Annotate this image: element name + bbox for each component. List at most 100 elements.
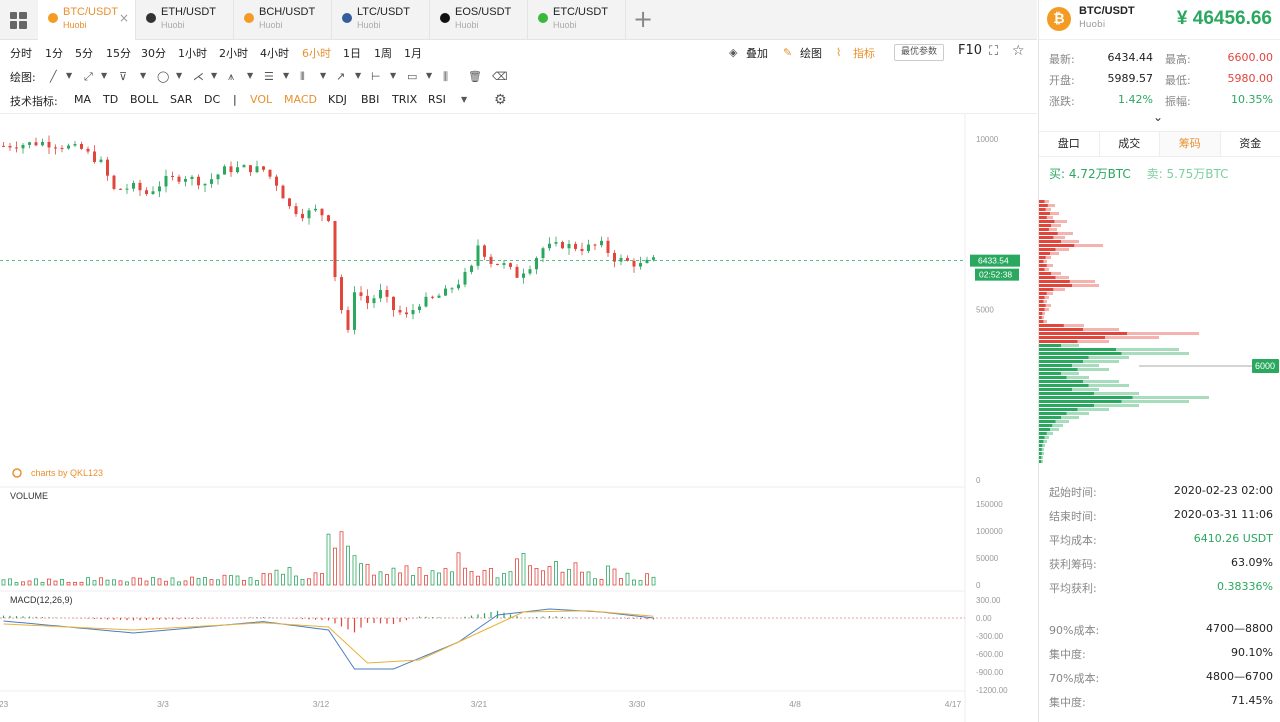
sub-indicator-option[interactable]: VOL: [250, 93, 273, 106]
measure-tool-icon[interactable]: ⊢: [371, 70, 381, 83]
interval-option[interactable]: 15分: [106, 47, 131, 60]
interval-option[interactable]: 1分: [45, 47, 63, 60]
right-tab[interactable]: 盘口: [1039, 132, 1100, 156]
volume-bar: [554, 561, 558, 586]
chevron-down-icon[interactable]: ⌄: [1153, 110, 1164, 124]
chevron-down-icon[interactable]: ▼: [140, 71, 147, 80]
f10-button[interactable]: F10: [958, 43, 983, 58]
candle: [158, 181, 161, 198]
sub-indicator-option[interactable]: MACD: [284, 93, 317, 106]
circle-tool-icon[interactable]: ◯: [157, 70, 170, 83]
main-indicator-option[interactable]: SAR: [170, 93, 193, 106]
volume-bar: [385, 574, 389, 586]
sub-indicator-option[interactable]: BBI: [361, 93, 380, 106]
volume-bar: [105, 579, 110, 586]
right-panel: ₿ BTC/USDT Huobi ¥ 46456.66 最新: 6434.44 最高…: [1038, 0, 1280, 722]
info-label: 70%成本:: [1049, 672, 1100, 685]
candle: [652, 254, 655, 262]
sub-indicator-option[interactable]: RSI: [428, 93, 446, 106]
add-tab-button[interactable]: +: [632, 5, 654, 33]
chevron-down-icon[interactable]: ▼: [426, 71, 433, 80]
line-tool-icon[interactable]: ╱: [50, 70, 57, 83]
draw-button[interactable]: 绘图: [800, 47, 822, 60]
channel-tool-icon[interactable]: ⊽: [119, 70, 128, 83]
volume-bar: [430, 570, 435, 586]
chevron-down-icon[interactable]: ▼: [101, 71, 108, 80]
main-indicator-option[interactable]: BOLL: [130, 93, 159, 106]
interval-option[interactable]: 1月: [404, 47, 422, 60]
stat-value: 10.35%: [1231, 93, 1273, 106]
main-indicator-option[interactable]: DC: [204, 93, 221, 106]
arrow-tool-icon[interactable]: ↗: [336, 70, 346, 83]
overlay-button[interactable]: 叠加: [746, 47, 768, 60]
close-icon[interactable]: ×: [118, 11, 129, 25]
eraser-icon[interactable]: ⌫: [492, 70, 508, 83]
sub-indicator-option[interactable]: KDJ: [328, 93, 347, 106]
volume-bar: [183, 580, 188, 586]
macd-axis-tick: -1200.00: [976, 686, 1008, 695]
main-indicator-option[interactable]: TD: [103, 93, 119, 106]
tab-bch-usdt[interactable]: BCH/USDT Huobi: [234, 0, 332, 40]
pair-name: BTC/USDT: [1079, 5, 1135, 17]
main-indicator-option[interactable]: MA: [74, 93, 92, 106]
grid-menu-icon[interactable]: [0, 0, 36, 40]
fullscreen-icon[interactable]: ⛶: [989, 44, 999, 59]
tab-ltc-usdt[interactable]: LTC/USDT Huobi: [332, 0, 430, 40]
stat-value: 6600.00: [1227, 51, 1274, 64]
info-value: 71.45%: [1231, 694, 1273, 707]
volume-bar: [528, 565, 532, 586]
interval-option[interactable]: 分时: [10, 47, 32, 60]
gann-tool-icon[interactable]: ⦀: [300, 70, 305, 83]
volume-bar: [235, 575, 240, 586]
volume-bar: [92, 580, 97, 586]
chevron-down-icon[interactable]: ▼: [320, 71, 327, 80]
chevron-down-icon[interactable]: ▼: [176, 71, 183, 80]
comment-tool-icon[interactable]: ▭: [407, 70, 418, 83]
interval-option[interactable]: 4小时: [260, 47, 289, 60]
chevron-down-icon[interactable]: ▼: [66, 71, 73, 80]
wave-tool-icon[interactable]: ⋌: [193, 70, 204, 83]
right-tab[interactable]: 资金: [1221, 132, 1280, 156]
chip-bar: [1039, 408, 1078, 411]
right-tab[interactable]: 筹码: [1160, 132, 1221, 156]
chevron-down-icon[interactable]: ▼: [247, 71, 254, 80]
interval-option[interactable]: 5分: [75, 47, 93, 60]
pattern-tool-icon[interactable]: ⩚: [228, 70, 235, 83]
chevron-down-icon[interactable]: ▼: [390, 71, 397, 80]
bar-tool-icon[interactable]: ⫼: [443, 70, 449, 83]
best-params-button[interactable]: 最优参数: [894, 44, 945, 61]
chip-bar: [1039, 348, 1116, 351]
chart-area[interactable]: 10000 5000 0 6433.54 02:52:38 charts by QKL12…: [0, 113, 1037, 722]
interval-option[interactable]: 1小时: [178, 47, 207, 60]
interval-option[interactable]: 1日: [343, 47, 361, 60]
interval-option[interactable]: 1周: [374, 47, 392, 60]
trash-icon[interactable]: 🗑: [468, 70, 482, 83]
interval-option[interactable]: 30分: [141, 47, 166, 60]
candle: [171, 171, 174, 181]
chevron-down-icon[interactable]: ▼: [211, 71, 218, 80]
tab-btc-usdt[interactable]: BTC/USDT Huobi ×: [38, 0, 136, 40]
gear-icon[interactable]: ⚙: [494, 92, 507, 108]
chevron-down-icon[interactable]: ▼: [355, 71, 362, 80]
interval-option[interactable]: 6小时: [302, 47, 331, 60]
indicator-button[interactable]: 指标: [853, 47, 875, 60]
fibonacci-tool-icon[interactable]: ☰: [264, 70, 274, 83]
info-row: 集中度: 71.45%: [1039, 689, 1280, 713]
right-tab[interactable]: 成交: [1100, 132, 1160, 156]
interval-option[interactable]: 2小时: [219, 47, 248, 60]
concentration-info: 90%成本: 4700—8800 集中度: 90.10% 70%成本: 4800—6700…: [1039, 617, 1280, 713]
tab-etc-usdt[interactable]: ETC/USDT Huobi: [528, 0, 626, 40]
tab-eth-usdt[interactable]: ETH/USDT Huobi: [136, 0, 234, 40]
exchange-name: Huobi: [1079, 20, 1106, 30]
chip-bar: [1039, 316, 1042, 319]
chevron-down-icon[interactable]: ▼: [461, 95, 468, 104]
indicator-toolbar-label: 技术指标:: [10, 95, 58, 108]
sub-indicator-option[interactable]: TRIX: [392, 93, 418, 106]
x-axis-tick: 3/30: [629, 699, 646, 709]
chevron-down-icon[interactable]: ▼: [283, 71, 290, 80]
candle: [541, 246, 545, 263]
ray-tool-icon[interactable]: ⤢: [84, 70, 93, 83]
star-icon[interactable]: ☆: [1012, 43, 1025, 59]
tab-eos-usdt[interactable]: EOS/USDT Huobi: [430, 0, 528, 40]
